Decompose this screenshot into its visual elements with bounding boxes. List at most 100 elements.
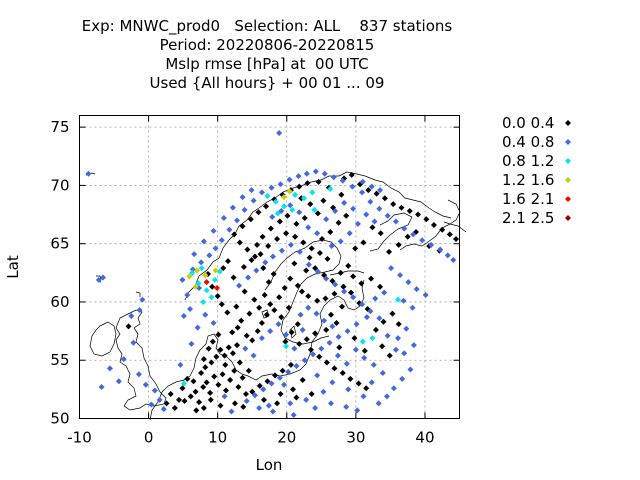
station-point — [368, 183, 375, 190]
y-tick-label: 50 — [50, 410, 69, 428]
station-point — [189, 269, 196, 276]
station-point — [203, 279, 210, 286]
station-point — [272, 198, 279, 205]
station-point — [282, 338, 289, 345]
station-point — [215, 381, 222, 388]
station-point — [335, 333, 342, 340]
station-point — [303, 336, 310, 343]
station-point — [301, 195, 308, 202]
station-point — [263, 311, 270, 318]
station-point — [365, 187, 372, 194]
station-point — [312, 330, 319, 337]
station-point — [330, 174, 337, 181]
station-point — [265, 279, 272, 286]
station-point — [384, 212, 391, 219]
station-point — [293, 363, 300, 370]
station-point — [327, 311, 334, 318]
legend: 0.0 0.40.4 0.80.8 1.21.2 1.61.6 2.12.1 2… — [502, 114, 571, 227]
station-point — [367, 198, 374, 205]
station-point — [163, 400, 170, 407]
station-point — [202, 364, 209, 371]
station-point — [303, 170, 310, 177]
station-point — [381, 195, 388, 202]
station-point — [200, 384, 207, 391]
station-point — [229, 204, 236, 211]
station-point — [283, 343, 290, 350]
station-point — [314, 210, 321, 217]
station-point — [315, 178, 322, 185]
station-point — [224, 309, 231, 316]
station-point — [314, 230, 321, 237]
station-point — [98, 384, 105, 391]
station-point — [274, 210, 281, 217]
station-point — [260, 265, 267, 272]
station-point — [392, 218, 399, 225]
station-point — [294, 282, 301, 289]
legend-entry-label: 2.1 2.5 — [502, 209, 554, 227]
station-point — [200, 405, 207, 412]
legend-entry-label: 0.8 1.2 — [502, 152, 554, 170]
data-points — [85, 129, 460, 419]
station-point — [339, 370, 346, 377]
station-point — [214, 293, 221, 300]
station-point — [85, 170, 92, 177]
station-point — [278, 247, 285, 254]
station-point — [187, 305, 194, 312]
station-point — [314, 372, 321, 379]
station-point — [245, 274, 252, 281]
station-point — [379, 343, 386, 350]
station-point — [380, 318, 387, 325]
station-point — [256, 405, 263, 412]
station-point — [388, 265, 395, 272]
station-point — [190, 378, 197, 385]
station-point — [240, 403, 247, 410]
station-point — [240, 264, 247, 270]
station-point — [339, 303, 346, 310]
station-point — [167, 391, 174, 398]
station-point — [95, 276, 102, 283]
station-point — [363, 314, 370, 321]
legend-marker — [565, 177, 571, 183]
station-point — [249, 337, 256, 344]
station-point — [293, 220, 300, 227]
station-point — [363, 385, 370, 392]
station-point — [254, 241, 261, 248]
y-axis-label: Lat — [4, 255, 22, 279]
station-point — [327, 400, 334, 407]
station-point — [193, 267, 200, 274]
station-point — [358, 280, 365, 287]
station-point — [198, 370, 205, 377]
station-point — [359, 301, 366, 308]
station-point — [296, 340, 303, 347]
station-point — [120, 356, 127, 363]
station-point — [354, 220, 361, 227]
station-point — [348, 171, 355, 178]
station-point — [286, 188, 293, 195]
station-point — [245, 367, 252, 374]
station-point — [243, 332, 250, 339]
station-point — [286, 176, 293, 183]
station-point — [301, 357, 308, 364]
station-point — [196, 399, 203, 406]
station-point — [352, 245, 359, 252]
station-point — [260, 396, 267, 403]
station-point — [287, 361, 294, 368]
station-point — [222, 361, 229, 368]
station-point — [321, 317, 328, 324]
station-point — [243, 398, 250, 405]
station-point — [125, 323, 132, 330]
station-point — [203, 287, 210, 294]
station-point — [195, 280, 202, 287]
station-point — [192, 283, 199, 290]
station-point — [251, 296, 258, 303]
y-tick-label: 70 — [50, 176, 69, 194]
legend-marker — [565, 158, 571, 164]
station-point — [220, 215, 227, 222]
y-tick-label: 75 — [50, 118, 69, 136]
station-point — [376, 315, 383, 322]
station-point — [200, 238, 207, 245]
station-point — [316, 250, 323, 257]
station-point — [305, 224, 312, 231]
station-point — [248, 257, 255, 264]
station-point — [453, 236, 460, 243]
